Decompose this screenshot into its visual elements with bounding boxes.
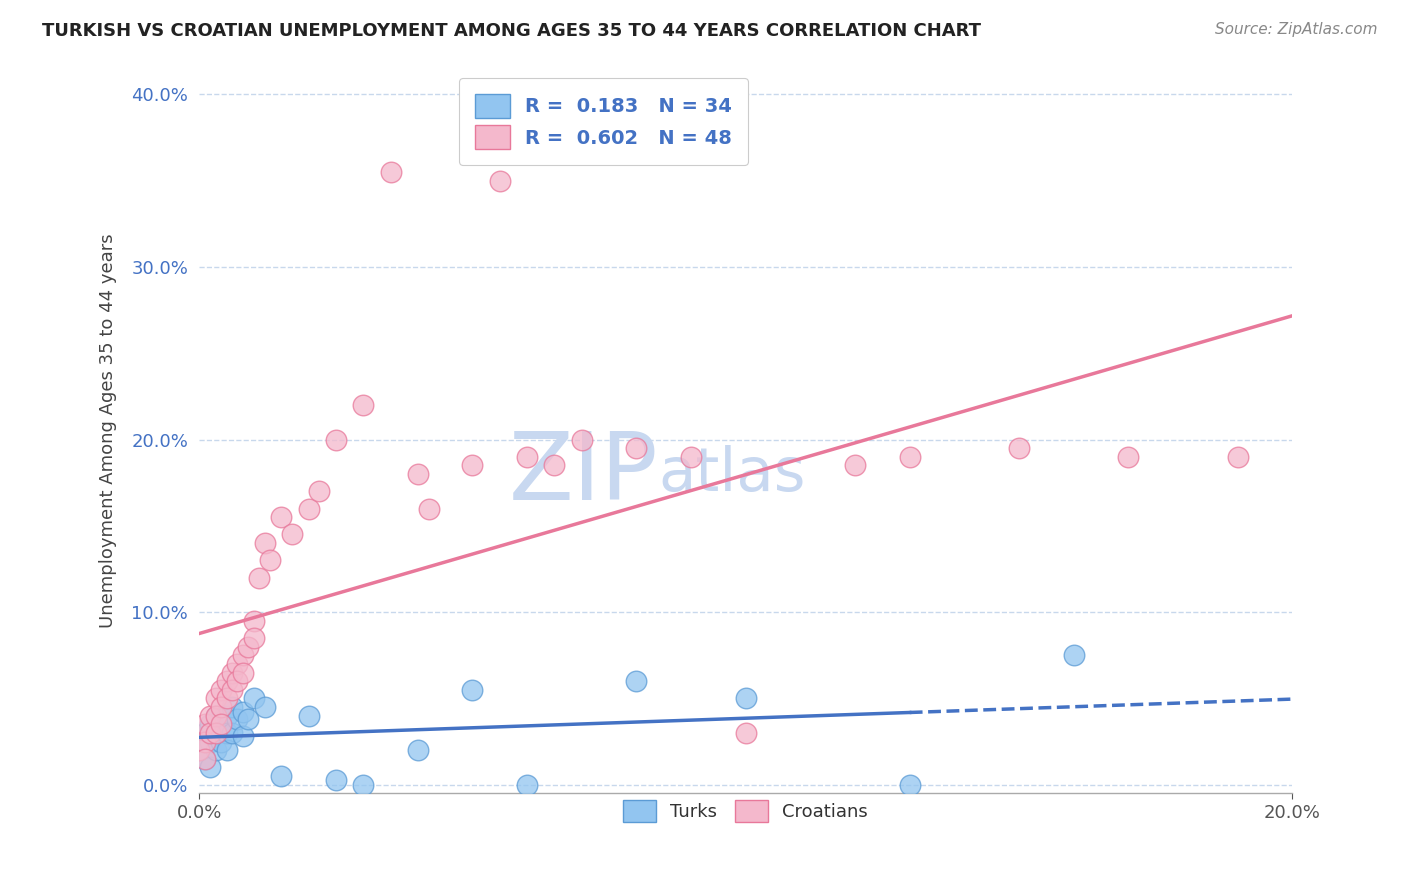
Point (461, 682, 484, 697)
Point (259, 553, 281, 567)
Point (270, 769, 292, 783)
Point (1008, 441, 1031, 455)
Point (243, 614, 266, 628)
Point (516, 450, 538, 464)
Point (516, 778, 538, 792)
Point (543, 458, 565, 473)
Point (215, 726, 238, 740)
Point (1116, 450, 1139, 464)
Point (221, 700, 243, 714)
Point (188, 743, 211, 757)
Point (571, 433, 593, 447)
Point (352, 398, 374, 412)
Point (204, 691, 226, 706)
Point (626, 674, 648, 689)
Point (898, 450, 921, 464)
Point (325, 772, 347, 787)
Point (194, 752, 217, 766)
Point (380, 165, 402, 179)
Point (406, 467, 429, 481)
Point (198, 717, 221, 731)
Point (488, 174, 510, 188)
Point (1226, 450, 1249, 464)
Point (734, 691, 756, 706)
Point (204, 726, 226, 740)
Point (209, 717, 232, 731)
Point (209, 717, 232, 731)
Point (243, 631, 266, 645)
Point (198, 760, 221, 774)
Point (226, 674, 249, 689)
Point (297, 501, 319, 516)
Point (198, 734, 221, 748)
Point (238, 712, 260, 726)
Point (297, 708, 319, 723)
Point (461, 458, 484, 473)
Point (226, 657, 249, 671)
Point (352, 778, 374, 792)
Point (281, 527, 304, 541)
Point (247, 571, 270, 585)
Point (204, 726, 226, 740)
Point (188, 743, 211, 757)
Text: TURKISH VS CROATIAN UNEMPLOYMENT AMONG AGES 35 TO 44 YEARS CORRELATION CHART: TURKISH VS CROATIAN UNEMPLOYMENT AMONG A… (42, 22, 981, 40)
Point (406, 743, 429, 757)
Point (215, 674, 238, 689)
Point (232, 705, 254, 719)
Point (209, 734, 232, 748)
Point (221, 682, 243, 697)
Point (232, 665, 254, 680)
Point (215, 708, 238, 723)
Point (194, 734, 217, 748)
Point (215, 743, 238, 757)
Point (308, 484, 330, 499)
Text: Source: ZipAtlas.com: Source: ZipAtlas.com (1215, 22, 1378, 37)
Point (194, 717, 217, 731)
Point (253, 536, 276, 550)
Point (418, 501, 440, 516)
Point (194, 726, 217, 740)
Point (221, 665, 243, 680)
Point (204, 743, 226, 757)
Point (325, 433, 347, 447)
Point (844, 458, 866, 473)
Text: ZIP: ZIP (509, 428, 658, 520)
Point (253, 700, 276, 714)
Legend: Turks, Croatians: Turks, Croatians (610, 788, 880, 835)
Point (238, 640, 260, 654)
Point (243, 691, 266, 706)
Point (898, 778, 921, 792)
Point (215, 691, 238, 706)
Y-axis label: Unemployment Among Ages 35 to 44 years: Unemployment Among Ages 35 to 44 years (100, 234, 117, 628)
Point (270, 510, 292, 524)
Point (209, 700, 232, 714)
Point (226, 712, 249, 726)
Point (626, 441, 648, 455)
Point (1063, 648, 1085, 663)
Point (209, 682, 232, 697)
Point (198, 708, 221, 723)
Point (204, 708, 226, 723)
Point (204, 708, 226, 723)
Point (232, 730, 254, 744)
Point (198, 726, 221, 740)
Point (194, 752, 217, 766)
Point (194, 734, 217, 748)
Point (221, 726, 243, 740)
Point (232, 648, 254, 663)
Point (681, 450, 703, 464)
Point (734, 726, 756, 740)
Text: atlas: atlas (658, 445, 806, 504)
